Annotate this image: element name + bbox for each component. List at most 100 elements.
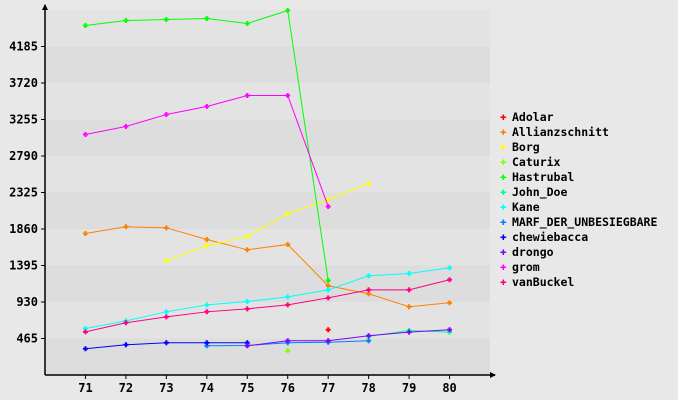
data-point-vanbuckel xyxy=(325,295,331,301)
x-tick-label: 79 xyxy=(402,381,416,395)
grid-band xyxy=(45,119,490,156)
legend-marker-icon: ✚ xyxy=(500,260,507,273)
x-tick-label: 75 xyxy=(240,381,254,395)
legend-label: Adolar xyxy=(512,109,554,124)
x-tick-label: 73 xyxy=(159,381,173,395)
legend-label: Borg xyxy=(512,139,540,154)
data-point-grom xyxy=(82,131,88,137)
data-point-drongo xyxy=(285,338,291,344)
data-point-hastrubal xyxy=(325,277,331,283)
legend-label: chewiebacca xyxy=(512,229,589,244)
legend-item-adolar: ✚ Adolar xyxy=(500,109,657,124)
legend-marker-icon: ✚ xyxy=(500,140,507,153)
data-point-caturix xyxy=(285,348,291,354)
y-tick-label: 3255 xyxy=(9,113,38,127)
x-axis-arrow xyxy=(490,372,496,378)
legend-item-chewiebacca: ✚ chewiebacca xyxy=(500,229,657,244)
y-tick-label: 1860 xyxy=(9,222,38,236)
data-point-allianzschnitt xyxy=(406,304,412,310)
data-point-hastrubal xyxy=(285,7,291,13)
x-tick-label: 80 xyxy=(442,381,456,395)
legend-label: Caturix xyxy=(512,154,561,169)
grid-band xyxy=(45,192,490,229)
y-tick-label: 2790 xyxy=(9,149,38,163)
data-point-allianzschnitt xyxy=(82,230,88,236)
data-point-allianzschnitt xyxy=(244,247,250,253)
data-point-kane xyxy=(204,302,210,308)
data-point-grom xyxy=(244,92,250,98)
data-point-drongo xyxy=(447,327,453,333)
series-line-allianzschnitt xyxy=(85,226,450,308)
x-tick-label: 71 xyxy=(78,381,92,395)
grid-band xyxy=(45,265,490,302)
data-point-kane xyxy=(366,273,372,279)
data-point-borg xyxy=(325,196,331,202)
data-point-chewiebacca xyxy=(82,346,88,352)
data-point-chewiebacca xyxy=(123,342,129,348)
data-point-borg xyxy=(285,211,291,217)
y-tick-label: 465 xyxy=(16,332,38,346)
legend-label: drongo xyxy=(512,244,554,259)
y-tick-label: 4185 xyxy=(9,40,38,54)
data-point-vanbuckel xyxy=(123,320,129,326)
data-point-kane xyxy=(325,287,331,293)
legend-marker-icon: ✚ xyxy=(500,230,507,243)
data-point-drongo xyxy=(244,343,250,349)
data-point-borg xyxy=(204,242,210,248)
data-point-borg xyxy=(366,180,372,186)
data-point-hastrubal xyxy=(82,22,88,28)
data-point-hastrubal xyxy=(163,16,169,22)
legend-marker-icon: ✚ xyxy=(500,125,507,138)
legend-item-vanbuckel: ✚ vanBuckel xyxy=(500,274,657,289)
data-point-borg xyxy=(163,258,169,264)
series-line-borg xyxy=(166,183,369,262)
data-point-grom xyxy=(325,203,331,209)
data-point-vanbuckel xyxy=(406,287,412,293)
data-point-kane xyxy=(447,265,453,271)
legend-item-grom: ✚ grom xyxy=(500,259,657,274)
legend-marker-icon: ✚ xyxy=(500,110,507,123)
y-tick-label: 2325 xyxy=(9,186,38,200)
x-tick-label: 72 xyxy=(119,381,133,395)
data-point-kane xyxy=(406,271,412,277)
data-point-chewiebacca xyxy=(163,340,169,346)
legend-item-borg: ✚ Borg xyxy=(500,139,657,154)
y-axis-arrow xyxy=(42,4,48,10)
data-point-grom xyxy=(123,123,129,129)
data-point-vanbuckel xyxy=(82,329,88,335)
x-tick-label: 77 xyxy=(321,381,335,395)
data-point-hastrubal xyxy=(244,21,250,27)
legend-label: Hastrubal xyxy=(512,169,575,184)
legend-marker-icon: ✚ xyxy=(500,185,507,198)
grid-band xyxy=(45,10,490,47)
data-point-vanbuckel xyxy=(244,306,250,312)
y-tick-label: 930 xyxy=(16,295,38,309)
data-point-borg xyxy=(244,234,250,240)
legend-item-caturix: ✚ Caturix xyxy=(500,154,657,169)
grid-band xyxy=(45,83,490,120)
legend-label: MARF_DER_UNBESIEGBARE xyxy=(512,214,658,229)
y-tick-label: 1395 xyxy=(9,259,38,273)
data-point-chewiebacca xyxy=(204,340,210,346)
legend-label: Kane xyxy=(512,199,540,214)
series-line-kane xyxy=(85,267,450,330)
data-point-kane xyxy=(285,294,291,300)
data-point-vanbuckel xyxy=(366,287,372,293)
data-point-drongo xyxy=(325,338,331,344)
data-point-grom xyxy=(163,111,169,117)
data-point-allianzschnitt xyxy=(447,300,453,306)
data-point-kane xyxy=(163,309,169,315)
data-point-vanbuckel xyxy=(163,314,169,320)
legend-item-john-doe: ✚ John_Doe xyxy=(500,184,657,199)
data-point-vanbuckel xyxy=(447,277,453,283)
x-tick-label: 76 xyxy=(281,381,295,395)
legend-item-kane: ✚ Kane xyxy=(500,199,657,214)
data-point-hastrubal xyxy=(123,18,129,24)
series-line-drongo xyxy=(247,329,450,347)
data-point-drongo xyxy=(406,329,412,335)
legend-label: grom xyxy=(512,259,540,274)
data-point-hastrubal xyxy=(204,15,210,21)
data-point-grom xyxy=(285,92,291,98)
x-tick-label: 78 xyxy=(361,381,375,395)
legend-label: Allianzschnitt xyxy=(512,124,609,139)
